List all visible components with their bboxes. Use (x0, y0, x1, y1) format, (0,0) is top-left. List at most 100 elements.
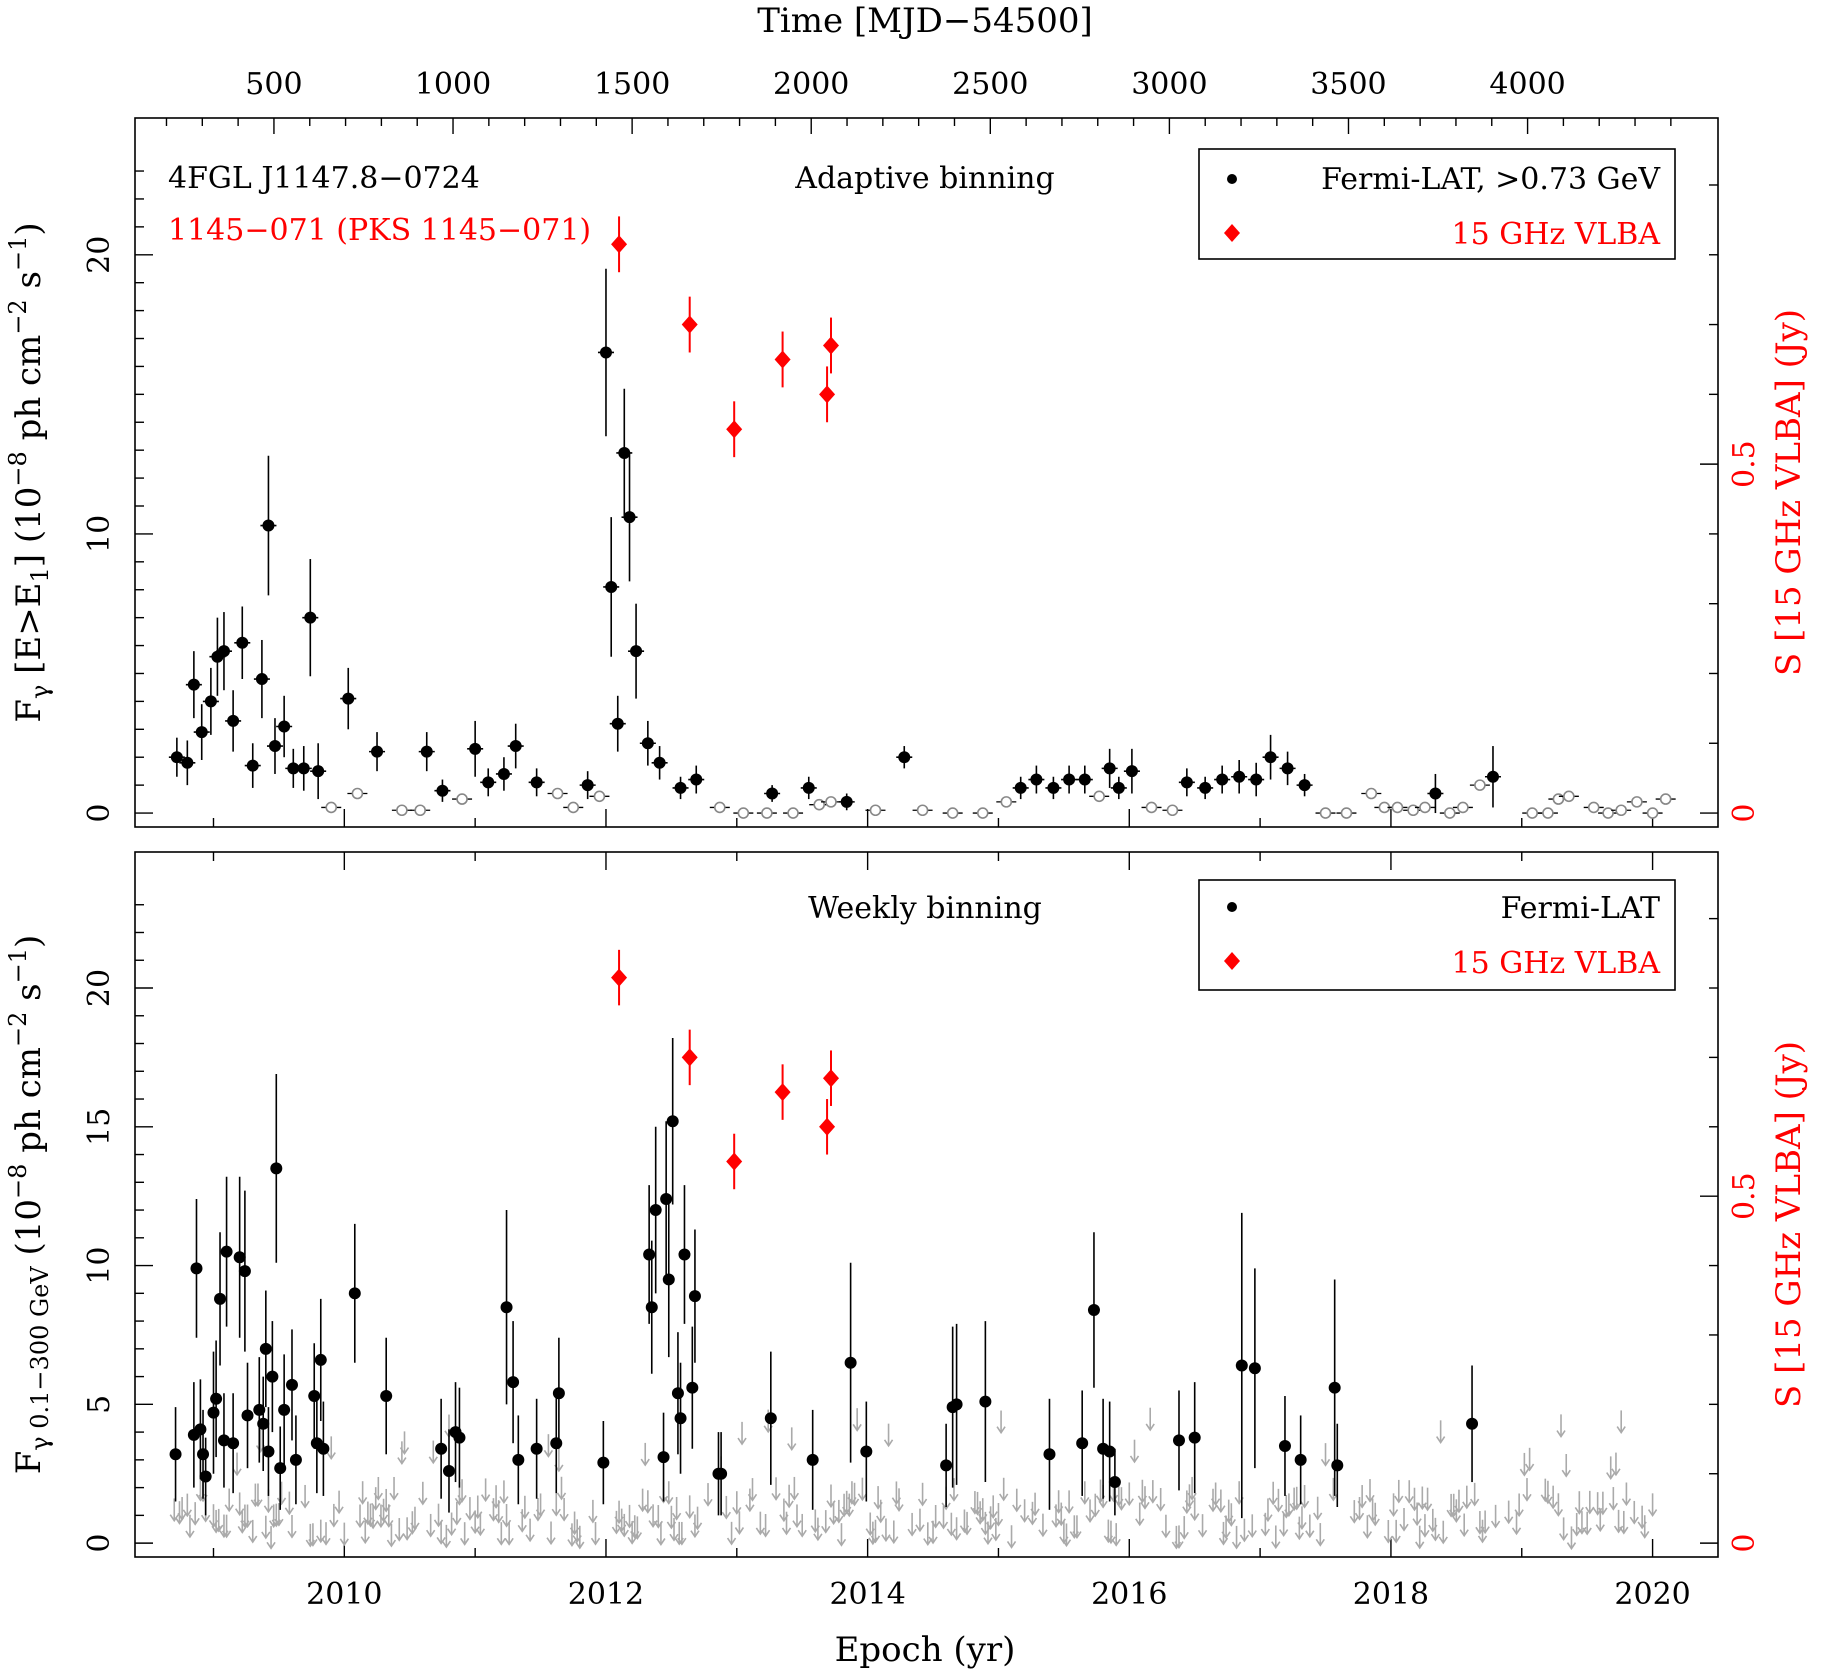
upper-limit-arrowhead (371, 1502, 381, 1511)
data-point (241, 1409, 254, 1422)
panel-label: Adaptive binning (794, 161, 1054, 196)
upper-limit-arrowhead (1030, 1508, 1040, 1517)
upper-limit-arrowhead (1558, 1533, 1569, 1542)
data-point (257, 1417, 270, 1430)
upper-limit-point (456, 793, 468, 805)
y-tick-label: 0 (82, 1534, 117, 1553)
upper-limit-arrowhead (813, 1533, 823, 1542)
upper-limit-arrowhead (962, 1527, 972, 1536)
y-axis-title-part: −8 (4, 1164, 32, 1199)
data-point (227, 714, 240, 727)
data-point (1188, 1431, 1201, 1444)
upper-limit-arrowhead (1412, 1518, 1422, 1527)
upper-limit-arrowhead (543, 1449, 554, 1458)
upper-limit-arrowhead (1231, 1541, 1242, 1550)
top-tick-label: 1500 (594, 67, 670, 102)
vlba-point (726, 1152, 743, 1171)
data-point (246, 759, 259, 772)
upper-limit-arrowhead (1061, 1539, 1072, 1548)
upper-limit-arrowhead (1438, 1536, 1448, 1545)
upper-limit-arrowhead (881, 1534, 891, 1543)
upper-limit-arrowhead (1294, 1532, 1305, 1541)
data-point (1043, 1448, 1056, 1461)
upper-limit-arrowhead (588, 1515, 598, 1524)
upper-limit-point (1552, 793, 1565, 805)
upper-limit-arrowhead (1399, 1523, 1409, 1532)
data-point (1180, 776, 1193, 789)
upper-limit-point (414, 804, 427, 817)
legend-box (1198, 879, 1676, 991)
upper-limit-arrowhead (1459, 1529, 1469, 1538)
upper-limit-arrowhead (643, 1506, 653, 1514)
upper-limit-arrowhead (590, 1537, 601, 1546)
upper-limit-arrowhead (1012, 1504, 1022, 1513)
x-tick-label: 2014 (829, 1577, 905, 1612)
upper-limit-arrowhead (399, 1447, 410, 1456)
upper-limit-arrowhead (321, 1537, 331, 1546)
upper-limit-point (1340, 807, 1353, 819)
panel-adaptive-binning: 0 10 20 0 0.5 Fγ [E>E1] (10−8 ph cm−2 s−1) S [… (4, 117, 1809, 828)
vlba-point (819, 385, 836, 404)
upper-limit-arrowhead (457, 1494, 467, 1503)
upper-limit-arrowhead (1391, 1535, 1401, 1544)
upper-limit-arrowhead (640, 1458, 650, 1467)
data-point (649, 1204, 662, 1217)
upper-limit-point (787, 807, 799, 819)
data-point (630, 645, 643, 658)
upper-limit-arrowhead (797, 1529, 807, 1538)
upper-limit-arrowhead (632, 1532, 643, 1541)
y-axis-title: Fγ 0.1−300 GeV (10−8 ph cm−2 s−1) (4, 935, 54, 1475)
data-point (210, 1392, 223, 1405)
top-tick-label: 500 (245, 67, 302, 102)
upper-limit-arrowhead (1263, 1514, 1273, 1523)
upper-limit-arrowhead (334, 1506, 344, 1515)
upper-limit-arrowhead (504, 1537, 514, 1546)
upper-limit-point (396, 804, 408, 817)
upper-limit-arrowhead (1582, 1527, 1592, 1536)
upper-limit-arrowhead (703, 1498, 713, 1507)
upper-limit-arrowhead (1511, 1527, 1522, 1536)
data-point (618, 446, 631, 459)
data-point (530, 1442, 543, 1455)
upper-limit-arrowhead (1218, 1537, 1229, 1546)
upper-limit-point (1166, 804, 1179, 817)
upper-limit-arrowhead (1354, 1512, 1365, 1521)
y-axis-title-part: γ (26, 685, 54, 699)
upper-limit-arrowhead (1221, 1531, 1231, 1540)
legend-marker-vlba (1224, 952, 1240, 970)
upper-limit-arrowhead (1085, 1515, 1095, 1524)
upper-limit-arrowhead (465, 1512, 475, 1521)
data-point (170, 751, 183, 764)
top-axis-tick-labels: 500 1000 1500 2000 2500 3000 3500 4000 (165, 67, 1672, 134)
y-axis-title-part: ) (9, 935, 49, 948)
upper-limit-arrowhead (1129, 1455, 1140, 1464)
upper-limit-arrowhead (446, 1528, 457, 1537)
upper-limit-arrowhead (1543, 1496, 1553, 1505)
upper-limit-arrowhead (1197, 1529, 1208, 1538)
data-point (270, 1162, 283, 1175)
upper-limit-arrowhead (1404, 1495, 1414, 1504)
upper-limit-arrowhead (475, 1528, 486, 1537)
y-axis-title-part: ph cm (9, 335, 49, 452)
data-point (469, 742, 482, 755)
data-point (1087, 1303, 1100, 1316)
panel-weekly-binning: 2010 2012 2014 2016 2018 2020 0 5 10 15 20 0 0.5 Fγ 0… (4, 851, 1809, 1612)
upper-limit-arrowhead (928, 1536, 938, 1545)
panel-label: Weekly binning (808, 891, 1042, 926)
data-point (253, 1403, 266, 1416)
upper-limit-arrowhead (266, 1541, 276, 1550)
data-point (436, 784, 449, 797)
right-y-tick-label: 0 (1727, 1534, 1762, 1553)
data-point (552, 1387, 565, 1400)
upper-limit-arrowhead (1477, 1535, 1488, 1544)
data-point (666, 1115, 679, 1128)
upper-limit-arrowhead (214, 1524, 224, 1533)
upper-limit-arrowhead (1297, 1522, 1307, 1530)
data-point (190, 1262, 203, 1275)
upper-limit-arrowhead (732, 1506, 742, 1515)
upper-limit-arrowhead (546, 1537, 556, 1546)
upper-limit-arrowhead (849, 1498, 860, 1507)
vlba-point (774, 350, 791, 369)
data-point (674, 781, 687, 794)
upper-limit-point (1407, 804, 1419, 817)
